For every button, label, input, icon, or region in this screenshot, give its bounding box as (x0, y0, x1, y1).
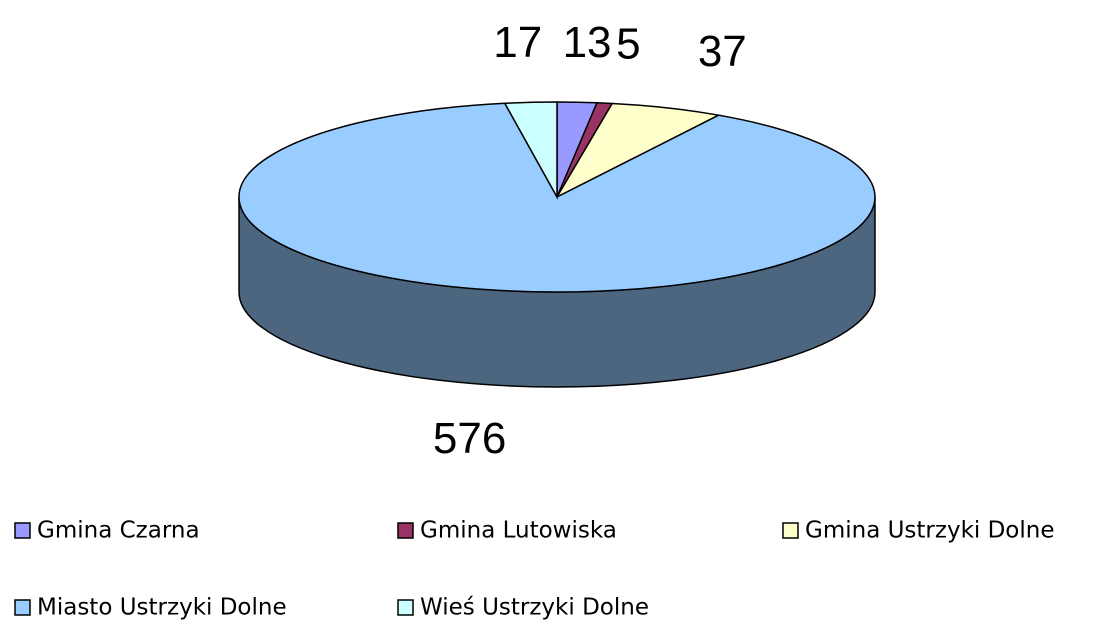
legend-label: Gmina Lutowiska (420, 518, 617, 544)
legend-label: Gmina Czarna (37, 518, 200, 544)
data-label: 37 (698, 27, 747, 76)
legend-swatch (14, 522, 31, 539)
legend-swatch (782, 522, 799, 539)
legend-swatch (397, 522, 414, 539)
legend-label: Gmina Ustrzyki Dolne (805, 518, 1055, 544)
legend-swatch (14, 599, 31, 616)
data-label: 13 (563, 18, 612, 67)
legend-swatch (397, 599, 414, 616)
data-label: 5 (616, 19, 640, 68)
data-label: 17 (493, 18, 542, 67)
data-label: 576 (433, 414, 506, 463)
legend-label: Wieś Ustrzyki Dolne (420, 595, 649, 621)
legend-label: Miasto Ustrzyki Dolne (37, 595, 287, 621)
pie-slice (503, 101, 558, 200)
